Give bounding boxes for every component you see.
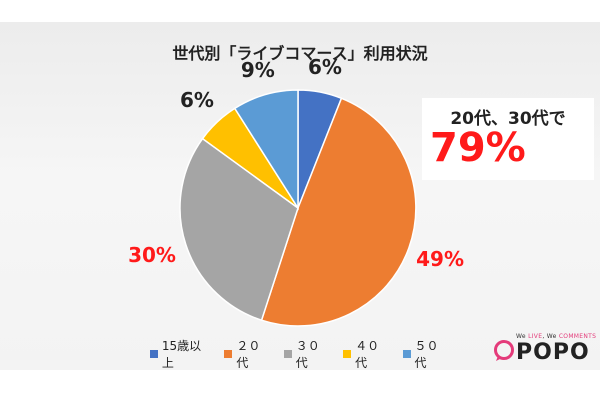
slice-label: 49% [416,247,464,272]
callout-box: 20代、30代で 79% [422,98,594,180]
pie-slice [260,97,417,327]
tagline-prefix: We [516,333,529,340]
brand-logo-block: We LIVE, We COMMENTS POPO [494,332,598,368]
legend-label: ３０代 [295,339,320,370]
legend-label: ４０代 [355,339,380,370]
legend-label: ２０代 [236,339,261,370]
legend-label: 15歳以上 [161,339,202,370]
speech-bubble-icon [494,340,514,361]
legend-item: ２０代 [224,337,271,371]
slice-label: 6% [307,54,342,79]
legend-item: ４０代 [343,337,390,371]
pie-slice [179,137,299,322]
callout-text: 20代、30代で [450,109,566,129]
legend-swatch [224,350,233,358]
legend-item: ５０代 [402,337,450,371]
tagline-comments: COMMENTS [558,333,597,340]
tagline-live: LIVE [528,333,543,340]
legend: 15歳以上 ２０代 ３０代 ４０代 ５０代 [150,339,450,370]
legend-item: 15歳以上 [150,337,212,371]
legend-swatch [283,350,292,358]
legend-label: ５０代 [414,339,439,370]
brand-tagline: We LIVE, We COMMENTS [516,333,596,340]
pie-slices [179,89,417,327]
slice-label: 30% [128,243,176,268]
legend-item: ３０代 [283,337,331,371]
chart-title: 世代別「ライブコマース」利用状況 [172,44,428,63]
pie-slice [233,89,299,211]
callout-percentage: 79% [430,125,526,171]
legend-swatch [343,350,352,358]
brand-name: POPO [516,340,590,365]
slice-label: 6% [180,88,214,113]
slice-label: 9% [240,57,275,82]
legend-swatch [150,350,158,358]
tagline-mid: , We [542,333,559,340]
legend-swatch [402,350,411,358]
